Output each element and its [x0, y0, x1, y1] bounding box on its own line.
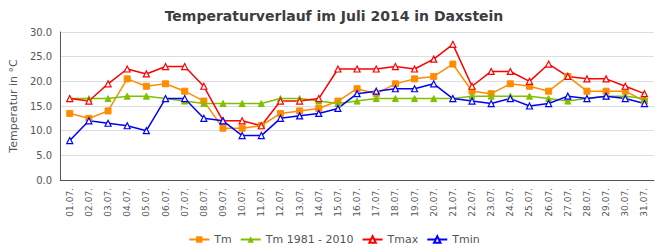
- svg-text:12.07.: 12.07.: [275, 188, 285, 217]
- svg-text:07.07.: 07.07.: [180, 188, 190, 217]
- svg-text:20.07.: 20.07.: [429, 188, 439, 217]
- svg-text:09.07.: 09.07.: [218, 188, 228, 217]
- svg-text:11.07.: 11.07.: [256, 188, 266, 217]
- svg-text:22.07.: 22.07.: [467, 188, 477, 217]
- svg-text:13.07.: 13.07.: [295, 188, 305, 217]
- svg-text:01.07.: 01.07.: [65, 188, 75, 217]
- svg-text:24.07.: 24.07.: [505, 188, 515, 217]
- svg-text:10.0: 10.0: [30, 125, 52, 136]
- svg-text:27.07.: 27.07.: [563, 188, 573, 217]
- svg-text:06.07.: 06.07.: [161, 188, 171, 217]
- svg-text:26.07.: 26.07.: [544, 188, 554, 217]
- svg-text:16.07.: 16.07.: [352, 188, 362, 217]
- svg-text:Tmin: Tmin: [451, 233, 479, 246]
- svg-text:Tm 1981 - 2010: Tm 1981 - 2010: [265, 233, 354, 246]
- svg-text:30.07.: 30.07.: [620, 188, 630, 217]
- svg-text:20.0: 20.0: [30, 76, 52, 87]
- svg-text:Temperaturverlauf im Juli 2014: Temperaturverlauf im Juli 2014 in Daxste…: [165, 8, 504, 24]
- svg-text:5.0: 5.0: [36, 150, 52, 161]
- svg-text:23.07.: 23.07.: [486, 188, 496, 217]
- svg-text:Tmax: Tmax: [387, 233, 419, 246]
- svg-text:18.07.: 18.07.: [390, 188, 400, 217]
- svg-text:25.07.: 25.07.: [524, 188, 534, 217]
- svg-text:02.07.: 02.07.: [84, 188, 94, 217]
- svg-text:29.07.: 29.07.: [601, 188, 611, 217]
- svg-text:10.07.: 10.07.: [237, 188, 247, 217]
- svg-text:19.07.: 19.07.: [410, 188, 420, 217]
- svg-text:28.07.: 28.07.: [582, 188, 592, 217]
- svg-text:04.07.: 04.07.: [122, 188, 132, 217]
- svg-text:15.0: 15.0: [30, 101, 52, 112]
- svg-text:0.0: 0.0: [36, 175, 52, 186]
- svg-text:14.07.: 14.07.: [314, 188, 324, 217]
- svg-text:03.07.: 03.07.: [103, 188, 113, 217]
- svg-text:31.07.: 31.07.: [639, 188, 649, 217]
- svg-text:08.07.: 08.07.: [199, 188, 209, 217]
- svg-text:21.07.: 21.07.: [448, 188, 458, 217]
- svg-text:30.0: 30.0: [30, 27, 52, 38]
- svg-text:25.0: 25.0: [30, 51, 52, 62]
- svg-text:Temperatur in °C: Temperatur in °C: [7, 59, 20, 154]
- svg-text:15.07.: 15.07.: [333, 188, 343, 217]
- svg-text:05.07.: 05.07.: [141, 188, 151, 217]
- svg-text:17.07.: 17.07.: [371, 188, 381, 217]
- svg-text:Tm: Tm: [213, 233, 231, 246]
